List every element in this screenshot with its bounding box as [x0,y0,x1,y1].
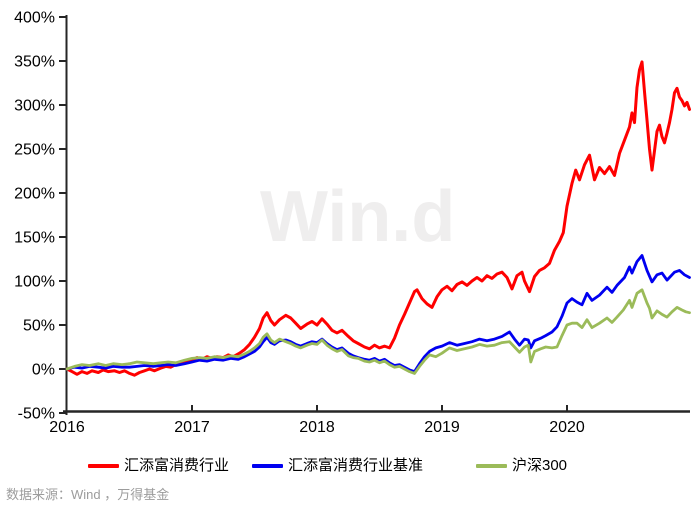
red-line-swatch [88,464,119,468]
y-tick-label: 350% [14,54,55,71]
y-tick-label: 50% [23,318,55,335]
legend: 汇添富消费行业 汇添富消费行业基准 沪深300 [0,456,700,476]
y-tick-label: 400% [14,10,55,27]
x-tick-label: 2017 [174,419,210,436]
legend-item-fund: 汇添富消费行业 [88,456,229,476]
performance-line-chart: 400%350%300%250%200%150%100%50%0%-50%201… [14,10,691,436]
y-tick-label: 200% [14,186,55,203]
legend-item-benchmark: 汇添富消费行业基准 [252,456,423,476]
x-tick-label: 2020 [549,419,585,436]
blue-line-swatch [252,464,283,468]
series-line-2 [65,288,691,375]
series-line-0 [65,60,691,377]
data-source-note: 数据来源：Wind ，万得基金 [6,487,170,502]
legend-item-csi300: 沪深300 [476,456,567,476]
x-tick-label: 2019 [424,419,460,436]
x-tick-label: 2016 [49,419,85,436]
y-tick-label: 100% [14,274,55,291]
y-tick-label: 300% [14,98,55,115]
legend-label-benchmark: 汇添富消费行业基准 [288,457,424,474]
legend-label-csi300: 沪深300 [512,457,568,474]
legend-label-fund: 汇添富消费行业 [124,457,230,474]
green-line-swatch [476,464,507,468]
y-tick-label: -50% [18,406,55,423]
y-tick-label: 0% [32,362,55,379]
y-tick-label: 150% [14,230,55,247]
y-tick-label: 250% [14,142,55,159]
series-line-1 [65,254,691,374]
wind-watermark: Win.d [260,177,456,257]
x-tick-label: 2018 [299,419,335,436]
